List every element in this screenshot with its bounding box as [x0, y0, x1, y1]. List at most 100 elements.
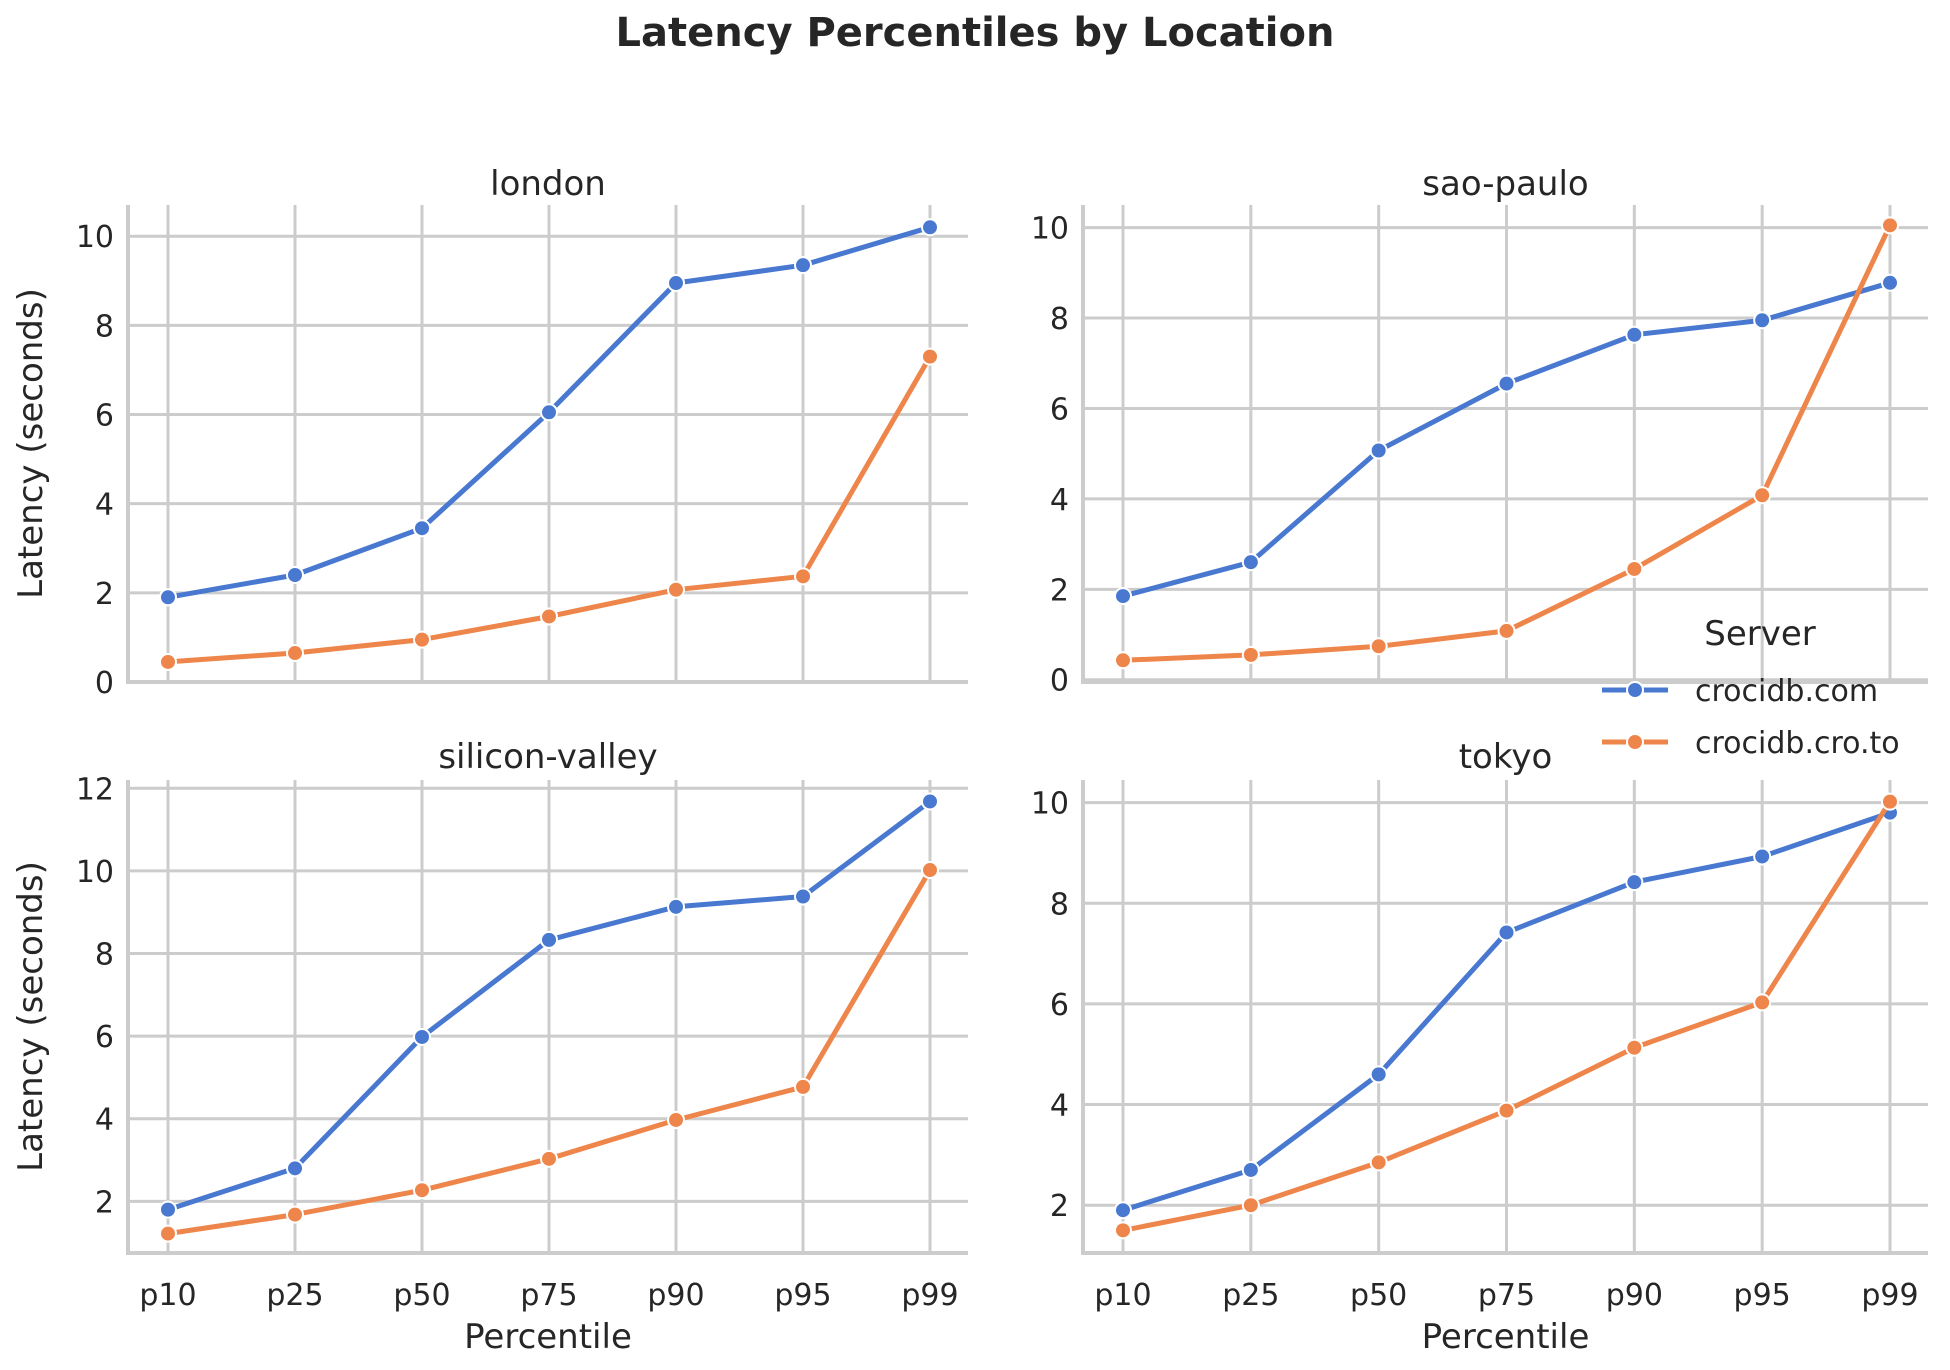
x-tick-label: p95	[1734, 1278, 1791, 1313]
data-point-crocidb-cro-to	[667, 1110, 685, 1129]
y-tick-label: 8	[95, 309, 114, 344]
x-tick-label: p25	[266, 1278, 323, 1313]
legend-entry-crocidb-cro-to: crocidb.cro.to	[1602, 726, 1900, 761]
y-tick-label: 4	[1050, 1089, 1069, 1124]
panel-title: tokyo	[1459, 737, 1553, 777]
data-point-crocidb-cro-to	[1497, 1101, 1516, 1120]
data-point-crocidb-com	[667, 274, 685, 293]
y-tick-label: 8	[1050, 302, 1069, 337]
data-point-crocidb-com	[540, 403, 558, 422]
data-point-crocidb-cro-to	[1625, 1038, 1644, 1057]
data-point-crocidb-cro-to	[1753, 993, 1772, 1012]
x-tick-label: p90	[1606, 1278, 1663, 1313]
y-tick-label: 10	[76, 220, 114, 255]
legend-marker	[1626, 681, 1644, 699]
x-tick-label: p10	[139, 1278, 196, 1313]
y-tick-label: 0	[1050, 664, 1069, 699]
x-tick-label: p75	[520, 1278, 577, 1313]
data-point-crocidb-cro-to	[1114, 1221, 1132, 1240]
data-point-crocidb-com	[1369, 1065, 1388, 1084]
x-tick-label: p90	[647, 1278, 704, 1313]
y-tick-label: 4	[95, 1103, 114, 1138]
data-point-crocidb-com	[1114, 1201, 1132, 1220]
data-point-crocidb-cro-to	[413, 630, 431, 649]
data-point-crocidb-com	[413, 519, 431, 538]
data-point-crocidb-cro-to	[1881, 216, 1899, 235]
data-point-crocidb-com	[921, 792, 939, 811]
y-tick-label: 12	[76, 772, 114, 807]
data-point-crocidb-com	[159, 588, 177, 607]
y-tick-label: 10	[1031, 787, 1069, 822]
y-tick-label: 2	[95, 1185, 114, 1220]
x-axis-label: Percentile	[1422, 1317, 1590, 1357]
data-point-crocidb-com	[413, 1027, 431, 1046]
data-point-crocidb-cro-to	[1241, 645, 1260, 664]
y-tick-label: 4	[95, 488, 114, 523]
data-point-crocidb-com	[1114, 587, 1132, 606]
data-point-crocidb-cro-to	[286, 644, 304, 663]
y-tick-label: 6	[1050, 988, 1069, 1023]
data-point-crocidb-cro-to	[794, 1077, 812, 1096]
data-point-crocidb-cro-to	[159, 1224, 177, 1243]
data-point-crocidb-cro-to	[1369, 1153, 1388, 1172]
data-point-crocidb-com	[1497, 374, 1516, 393]
panel-london: 0 2 4 6 8 10 london Latency (seconds)	[11, 164, 968, 701]
data-point-crocidb-cro-to	[1114, 651, 1132, 670]
data-point-crocidb-com	[286, 566, 304, 585]
y-tick-label: 6	[95, 399, 114, 434]
data-point-crocidb-com	[1625, 325, 1644, 344]
legend-entries: crocidb.com crocidb.cro.to	[1602, 674, 1900, 761]
data-point-crocidb-cro-to	[540, 1149, 558, 1168]
data-point-crocidb-com	[1753, 311, 1772, 330]
y-tick-label: 8	[95, 938, 114, 973]
y-tick-label: 6	[1050, 392, 1069, 427]
legend: Server crocidb.com crocidb.cro.to	[1602, 614, 1900, 761]
data-point-crocidb-cro-to	[794, 567, 812, 586]
panel-title: london	[490, 164, 606, 204]
data-point-crocidb-cro-to	[286, 1205, 304, 1224]
data-point-crocidb-cro-to	[1497, 621, 1516, 640]
x-tick-label: p75	[1478, 1278, 1535, 1313]
data-point-crocidb-cro-to	[159, 652, 177, 671]
data-point-crocidb-com	[667, 897, 685, 916]
legend-label: crocidb.cro.to	[1695, 726, 1900, 761]
data-point-crocidb-cro-to	[1625, 559, 1644, 578]
data-point-crocidb-cro-to	[540, 607, 558, 626]
data-point-crocidb-cro-to	[1881, 792, 1899, 811]
data-point-crocidb-cro-to	[1241, 1196, 1260, 1215]
data-point-crocidb-com	[1625, 873, 1644, 892]
data-point-crocidb-com	[794, 256, 812, 275]
data-point-crocidb-cro-to	[921, 347, 939, 366]
data-point-crocidb-com	[1753, 847, 1772, 866]
y-tick-label: 2	[1050, 573, 1069, 608]
x-tick-label: p95	[774, 1278, 831, 1313]
legend-title: Server	[1704, 614, 1816, 654]
data-point-crocidb-com	[1497, 923, 1516, 942]
data-point-crocidb-com	[540, 930, 558, 949]
x-tick-label: p50	[393, 1278, 450, 1313]
legend-entry-crocidb-com: crocidb.com	[1602, 674, 1878, 709]
x-tick-label: p10	[1094, 1278, 1151, 1313]
x-axis-label: Percentile	[464, 1317, 632, 1357]
panel-title: sao-paulo	[1422, 164, 1588, 204]
y-tick-label: 4	[1050, 483, 1069, 518]
panel-sao-paulo: 0 2 4 6 8 10 sao-paulo	[1031, 164, 1928, 699]
data-point-crocidb-cro-to	[921, 861, 939, 880]
data-point-crocidb-cro-to	[667, 580, 685, 599]
data-point-crocidb-cro-to	[413, 1181, 431, 1200]
panel-silicon-valley: 2 4 6 8 10 12 silicon-valley p10 p25 p50 p75 p90 p95…	[11, 737, 968, 1357]
y-tick-label: 2	[1050, 1189, 1069, 1224]
data-point-crocidb-cro-to	[1369, 637, 1388, 656]
x-tick-label: p99	[1861, 1278, 1918, 1313]
y-axis-label: Latency (seconds)	[11, 861, 51, 1172]
x-tick-label: p25	[1222, 1278, 1279, 1313]
data-point-crocidb-com	[1241, 553, 1260, 572]
legend-marker	[1626, 733, 1644, 751]
data-point-crocidb-com	[1881, 273, 1899, 292]
y-tick-label: 10	[1031, 212, 1069, 247]
data-point-crocidb-com	[1241, 1160, 1260, 1179]
facet-grid: 0 2 4 6 8 10 london Latency (seconds) 0 2 4 6 8 10 sao…	[11, 164, 1928, 1357]
y-axis-label: Latency (seconds)	[11, 288, 51, 599]
